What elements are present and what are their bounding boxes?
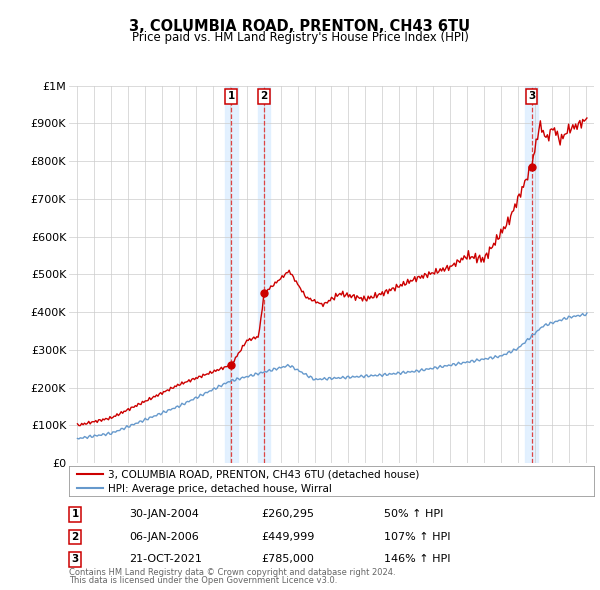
Text: £449,999: £449,999 [261, 532, 314, 542]
Text: 1: 1 [227, 91, 235, 101]
Bar [225, 86, 238, 463]
Text: 30-JAN-2004: 30-JAN-2004 [129, 510, 199, 519]
Text: 06-JAN-2006: 06-JAN-2006 [129, 532, 199, 542]
Text: Contains HM Land Registry data © Crown copyright and database right 2024.: Contains HM Land Registry data © Crown c… [69, 568, 395, 577]
Text: 1: 1 [71, 510, 79, 519]
Text: This data is licensed under the Open Government Licence v3.0.: This data is licensed under the Open Gov… [69, 576, 337, 585]
Text: Price paid vs. HM Land Registry's House Price Index (HPI): Price paid vs. HM Land Registry's House … [131, 31, 469, 44]
Text: £785,000: £785,000 [261, 555, 314, 564]
Text: 2: 2 [71, 532, 79, 542]
Text: 50% ↑ HPI: 50% ↑ HPI [384, 510, 443, 519]
Text: 3, COLUMBIA ROAD, PRENTON, CH43 6TU: 3, COLUMBIA ROAD, PRENTON, CH43 6TU [130, 19, 470, 34]
Text: 3: 3 [528, 91, 535, 101]
Text: £260,295: £260,295 [261, 510, 314, 519]
Text: 3, COLUMBIA ROAD, PRENTON, CH43 6TU (detached house): 3, COLUMBIA ROAD, PRENTON, CH43 6TU (det… [109, 470, 420, 480]
Bar [525, 86, 538, 463]
Text: 3: 3 [71, 555, 79, 564]
Text: 107% ↑ HPI: 107% ↑ HPI [384, 532, 451, 542]
Bar [258, 86, 271, 463]
Text: 2: 2 [260, 91, 268, 101]
Text: 21-OCT-2021: 21-OCT-2021 [129, 555, 202, 564]
Text: HPI: Average price, detached house, Wirral: HPI: Average price, detached house, Wirr… [109, 484, 332, 494]
Text: 146% ↑ HPI: 146% ↑ HPI [384, 555, 451, 564]
